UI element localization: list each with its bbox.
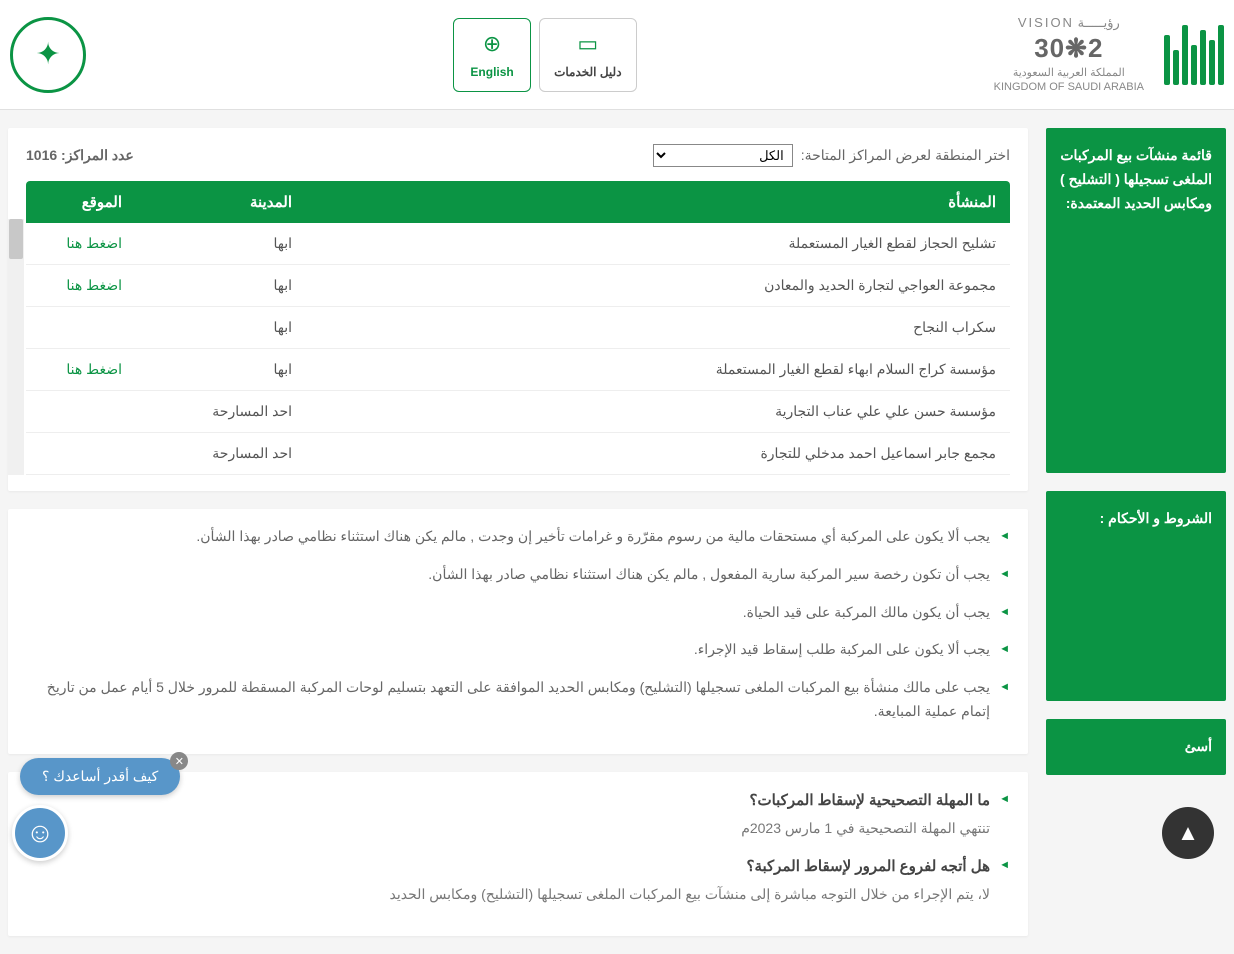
absher-logo [1164,25,1224,85]
page-header: رؤيـــــة VISION 2❋30 المملكة العربية ال… [0,0,1234,110]
book-icon: ▭ [554,31,621,57]
cell-org: مؤسسة حسن علي علي عناب التجارية [306,391,1010,433]
faq-answer: تنتهي المهلة التصحيحية في 1 مارس 2023م [26,817,990,839]
cell-loc[interactable]: اضغط هنا [26,223,136,265]
cell-loc [26,307,136,349]
cell-org: مجموعة العواجي لتجارة الحديد والمعادن [306,265,1010,307]
cell-loc[interactable]: اضغط هنا [26,265,136,307]
table-row: مؤسسة حسن علي علي عناب التجاريةاحد المسا… [26,391,1010,433]
term-item: يجب أن تكون رخصة سير المركبة سارية المفع… [26,563,1010,587]
globe-icon: ⊕ [468,31,516,57]
region-filter-label: اختر المنطقة لعرض المراكز المتاحة: [801,147,1010,164]
cell-city: ابها [136,223,306,265]
faq-item: هل أتجه لفروع المرور لإسقاط المركبة؟ لا، … [26,854,1010,906]
cell-loc[interactable]: اضغط هنا [26,349,136,391]
term-item: يجب ألا يكون على المركبة طلب إسقاط قيد ا… [26,638,1010,662]
terms-panel: يجب ألا يكون على المركبة أي مستحقات مالي… [8,509,1028,754]
cell-loc [26,433,136,475]
table-row: تشليح الحجاز لقطع الغيار المستعملةابهااض… [26,223,1010,265]
scroll-to-top-button[interactable]: ▲ [1162,807,1214,859]
chat-avatar-button[interactable]: ☺ [12,805,68,861]
cell-city: ابها [136,307,306,349]
cell-city: ابها [136,349,306,391]
faq-answer: لا، يتم الإجراء من خلال التوجه مباشرة إل… [26,883,990,905]
cell-org: تشليح الحجاز لقطع الغيار المستعملة [306,223,1010,265]
table-scrollbar[interactable] [8,219,24,475]
cell-org: سكراب النجاح [306,307,1010,349]
table-row: مجموعة العواجي لتجارة الحديد والمعادنابه… [26,265,1010,307]
facilities-panel: اختر المنطقة لعرض المراكز المتاحة: الكل … [8,128,1028,491]
region-select[interactable]: الكل [653,144,793,167]
cell-city: ابها [136,265,306,307]
col-loc: الموقع [26,181,136,223]
table-row: سكراب النجاحابها [26,307,1010,349]
cell-org: مؤسسة كراج السلام ابهاء لقطع الغيار المس… [306,349,1010,391]
faq-panel: ما المهلة التصحيحية لإسقاط المركبات؟تنته… [8,772,1028,936]
vision-2030-logo: رؤيـــــة VISION 2❋30 المملكة العربية ال… [994,15,1144,94]
col-org: المنشأة [306,181,1010,223]
term-item: يجب على مالك منشأة بيع المركبات الملغى ت… [26,676,1010,724]
term-item: يجب ألا يكون على المركبة أي مستحقات مالي… [26,525,1010,549]
sidebar-card-terms: الشروط و الأحكام : [1046,491,1226,701]
sidebar-card-faq: أسئ [1046,719,1226,775]
language-english-button[interactable]: ⊕ English [453,18,531,92]
cell-city: احد المسارحة [136,391,306,433]
faq-question: هل أتجه لفروع المرور لإسقاط المركبة؟ [26,854,990,880]
term-item: يجب أن يكون مالك المركبة على قيد الحياة. [26,601,1010,625]
table-row: مؤسسة كراج السلام ابهاء لقطع الغيار المس… [26,349,1010,391]
table-row: مجمع جابر اسماعيل احمد مدخلي للتجارةاحد … [26,433,1010,475]
centers-count: عدد المراكز: 1016 [26,147,134,164]
faq-item: ما المهلة التصحيحية لإسقاط المركبات؟تنته… [26,788,1010,840]
sidebar-card-facilities: قائمة منشآت بيع المركبات الملغى تسجيلها … [1046,128,1226,473]
services-guide-button[interactable]: ▭ دليل الخدمات [539,18,636,92]
facilities-table: المنشأة المدينة الموقع تشليح الحجاز لقطع… [26,181,1010,475]
cell-city: احد المسارحة [136,433,306,475]
moi-emblem: ✦ [10,17,86,93]
cell-loc [26,391,136,433]
chat-help-pill[interactable]: كيف أقدر أساعدك ؟ ✕ [20,758,180,795]
cell-org: مجمع جابر اسماعيل احمد مدخلي للتجارة [306,433,1010,475]
col-city: المدينة [136,181,306,223]
